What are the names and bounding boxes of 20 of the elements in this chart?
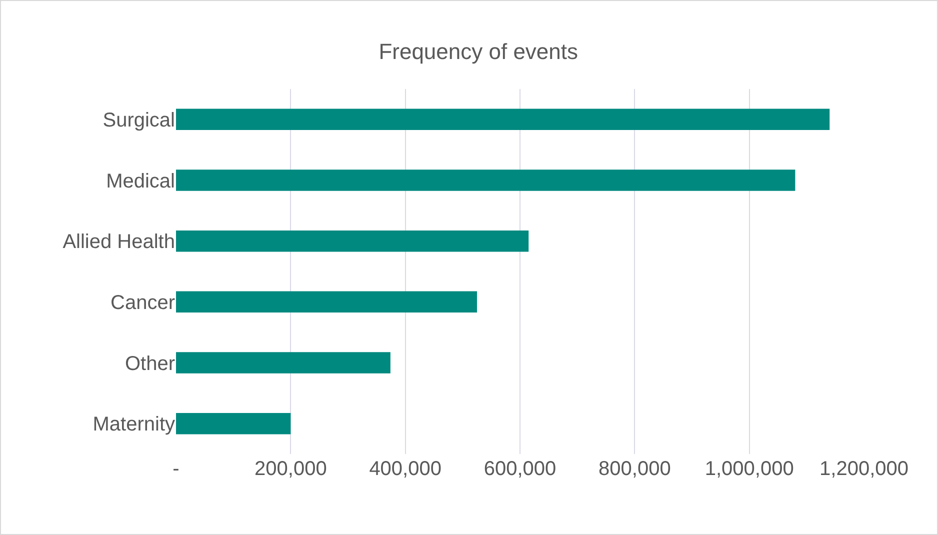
y-tick-label: Surgical bbox=[102, 109, 175, 132]
y-tick-label: Maternity bbox=[92, 414, 175, 436]
y-tick-label: Other bbox=[124, 352, 176, 375]
bar bbox=[176, 291, 477, 313]
chart-title: Frequency of events bbox=[378, 39, 578, 64]
x-tick-label: 600,000 bbox=[484, 458, 556, 480]
y-tick-label: Cancer bbox=[110, 292, 176, 314]
y-tick-label: Medical bbox=[106, 170, 175, 192]
bar bbox=[176, 352, 390, 374]
x-tick-label: 400,000 bbox=[369, 458, 442, 480]
x-tick-label: 800,000 bbox=[598, 458, 671, 480]
x-tick-label: 1,000,000 bbox=[704, 458, 794, 480]
x-tick-label: - bbox=[172, 458, 180, 480]
bar bbox=[176, 108, 830, 130]
x-tick-label: 200,000 bbox=[254, 458, 327, 480]
y-tick-label: Allied Health bbox=[62, 231, 175, 254]
bar bbox=[176, 412, 291, 434]
bar bbox=[176, 230, 529, 252]
bar bbox=[176, 170, 796, 191]
x-tick-label: 1,200,000 bbox=[820, 458, 908, 480]
